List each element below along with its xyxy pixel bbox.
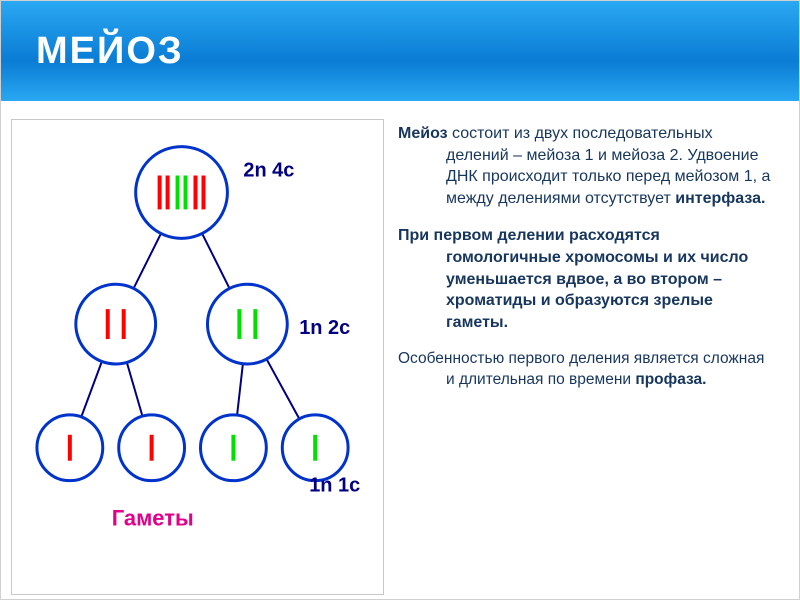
p2-lead: При первом делении расходятся гомологичн… xyxy=(398,227,660,266)
connector xyxy=(127,362,143,416)
paragraph-3: Особенностью первого деления является сл… xyxy=(398,349,771,391)
connectors-group xyxy=(81,233,299,418)
p1-lead: Мейоз xyxy=(398,125,448,142)
page-title: МЕЙОЗ xyxy=(36,30,184,73)
row3-label: 1n 1c xyxy=(309,475,360,497)
diagram-pane: 2n 4c 1n 2c 1n 1c Гаметы xyxy=(1,101,390,601)
cell-mid_right xyxy=(207,284,287,364)
connector xyxy=(267,359,300,419)
text-pane: Мейоз состоит из двух последовательных д… xyxy=(390,101,799,601)
diagram-frame: 2n 4c 1n 2c 1n 1c Гаметы xyxy=(11,119,384,595)
row1-label: 2n 4c xyxy=(243,159,294,181)
paragraph-1: Мейоз состоит из двух последовательных д… xyxy=(398,123,771,209)
cell-bl4 xyxy=(282,415,348,481)
cell-bl2 xyxy=(119,415,185,481)
content-row: 2n 4c 1n 2c 1n 1c Гаметы Мейоз состоит и… xyxy=(1,101,799,601)
gamety-label: Гаметы xyxy=(112,506,194,531)
p1-tail: интерфаза. xyxy=(675,190,765,207)
cell-bl1 xyxy=(37,415,103,481)
connector xyxy=(81,361,102,416)
connector xyxy=(237,364,243,415)
cell-bl3 xyxy=(200,415,266,481)
connector xyxy=(202,233,229,288)
meiosis-diagram: 2n 4c 1n 2c 1n 1c Гаметы xyxy=(12,120,383,594)
cells-group xyxy=(37,147,348,481)
row2-label: 1n 2c xyxy=(299,317,350,339)
connector xyxy=(134,233,161,288)
header-bar: МЕЙОЗ xyxy=(1,1,799,101)
p3-tail: профаза. xyxy=(635,371,706,388)
cell-top xyxy=(136,147,228,239)
p3-lead: Особенностью xyxy=(398,350,504,367)
cell-mid_left xyxy=(76,284,156,364)
paragraph-2: При первом делении расходятся гомологичн… xyxy=(398,225,771,333)
p2-tail: гаметы. xyxy=(446,314,508,331)
